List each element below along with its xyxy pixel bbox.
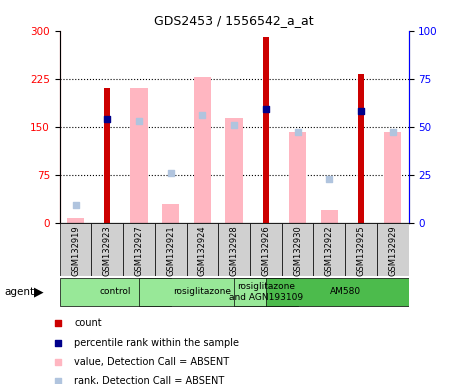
Text: rank, Detection Call = ABSENT: rank, Detection Call = ABSENT bbox=[74, 376, 224, 384]
Point bbox=[325, 175, 333, 182]
FancyBboxPatch shape bbox=[313, 223, 345, 276]
Point bbox=[54, 378, 62, 384]
Text: agent: agent bbox=[5, 287, 35, 297]
Point bbox=[389, 129, 396, 136]
Bar bbox=[225, 118, 243, 223]
Point bbox=[104, 116, 111, 122]
Text: GSM132924: GSM132924 bbox=[198, 225, 207, 276]
FancyBboxPatch shape bbox=[377, 223, 409, 276]
Bar bbox=[67, 218, 84, 223]
Bar bbox=[130, 88, 148, 223]
Bar bbox=[194, 77, 211, 223]
Text: GSM132925: GSM132925 bbox=[357, 225, 365, 276]
Bar bbox=[263, 37, 269, 223]
Point bbox=[357, 108, 364, 114]
Point bbox=[54, 320, 62, 326]
Point bbox=[54, 339, 62, 346]
FancyBboxPatch shape bbox=[266, 278, 425, 306]
Text: GSM132927: GSM132927 bbox=[134, 225, 144, 276]
Bar bbox=[358, 74, 364, 223]
Point bbox=[294, 129, 301, 136]
Text: percentile rank within the sample: percentile rank within the sample bbox=[74, 338, 239, 348]
Point bbox=[72, 202, 79, 209]
FancyBboxPatch shape bbox=[155, 223, 186, 276]
Bar bbox=[289, 132, 306, 223]
Text: GSM132929: GSM132929 bbox=[388, 225, 397, 276]
Text: GSM132930: GSM132930 bbox=[293, 225, 302, 276]
Text: control: control bbox=[100, 287, 131, 296]
Bar bbox=[104, 88, 110, 223]
Text: count: count bbox=[74, 318, 102, 328]
Text: value, Detection Call = ABSENT: value, Detection Call = ABSENT bbox=[74, 357, 230, 367]
Bar bbox=[384, 132, 401, 223]
FancyBboxPatch shape bbox=[139, 278, 266, 306]
FancyBboxPatch shape bbox=[282, 223, 313, 276]
Bar bbox=[162, 204, 179, 223]
FancyBboxPatch shape bbox=[186, 223, 218, 276]
FancyBboxPatch shape bbox=[60, 223, 91, 276]
Text: GSM132928: GSM132928 bbox=[230, 225, 239, 276]
Title: GDS2453 / 1556542_a_at: GDS2453 / 1556542_a_at bbox=[154, 14, 314, 27]
Point bbox=[54, 359, 62, 365]
Text: GSM132926: GSM132926 bbox=[261, 225, 270, 276]
Text: GSM132923: GSM132923 bbox=[103, 225, 112, 276]
FancyBboxPatch shape bbox=[91, 223, 123, 276]
Text: GSM132921: GSM132921 bbox=[166, 225, 175, 276]
Point bbox=[199, 112, 206, 118]
Point bbox=[230, 122, 238, 128]
Text: rosiglitazone
and AGN193109: rosiglitazone and AGN193109 bbox=[229, 282, 303, 301]
Text: GSM132922: GSM132922 bbox=[325, 225, 334, 276]
FancyBboxPatch shape bbox=[218, 223, 250, 276]
FancyBboxPatch shape bbox=[60, 278, 171, 306]
Point bbox=[135, 118, 143, 124]
FancyBboxPatch shape bbox=[234, 278, 297, 306]
FancyBboxPatch shape bbox=[250, 223, 282, 276]
Text: AM580: AM580 bbox=[330, 287, 361, 296]
Point bbox=[262, 106, 269, 113]
Bar bbox=[320, 210, 338, 223]
Text: GSM132919: GSM132919 bbox=[71, 225, 80, 276]
FancyBboxPatch shape bbox=[345, 223, 377, 276]
Point bbox=[167, 170, 174, 176]
Text: ▶: ▶ bbox=[34, 285, 44, 298]
FancyBboxPatch shape bbox=[123, 223, 155, 276]
Text: rosiglitazone: rosiglitazone bbox=[174, 287, 231, 296]
